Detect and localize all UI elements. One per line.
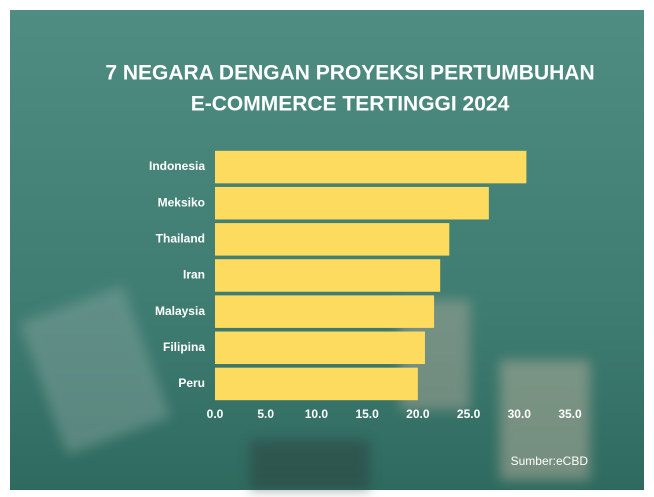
bar <box>215 295 435 328</box>
y-tick-label: Indonesia <box>149 159 205 173</box>
y-tick-label: Peru <box>178 376 205 390</box>
chart-title: 7 NEGARA DENGAN PROYEKSI PERTUMBUHAN <box>105 62 594 85</box>
x-tick-label: 25.0 <box>457 407 481 421</box>
x-tick-label: 10.0 <box>305 407 329 421</box>
y-tick-label: Malaysia <box>155 304 205 318</box>
bar <box>215 150 527 184</box>
x-tick-label: 20.0 <box>406 407 430 421</box>
chart-title: E-COMMERCE TERTINGGI 2024 <box>191 93 510 116</box>
bar <box>215 186 489 220</box>
bar <box>215 223 450 256</box>
x-tick-label: 5.0 <box>257 407 274 421</box>
source: Sumber:eCBD <box>511 454 589 468</box>
y-tick-label: Meksiko <box>158 195 205 209</box>
bar <box>215 367 418 401</box>
y-tick-label: Iran <box>183 268 205 282</box>
y-tick-label: Filipina <box>163 340 205 354</box>
x-tick-label: 0.0 <box>207 407 224 421</box>
bar <box>215 331 425 365</box>
x-tick-label: 35.0 <box>558 407 582 421</box>
x-tick-label: 15.0 <box>355 407 379 421</box>
x-tick-label: 30.0 <box>508 407 532 421</box>
bar <box>215 259 441 292</box>
y-tick-label: Thailand <box>156 232 205 246</box>
